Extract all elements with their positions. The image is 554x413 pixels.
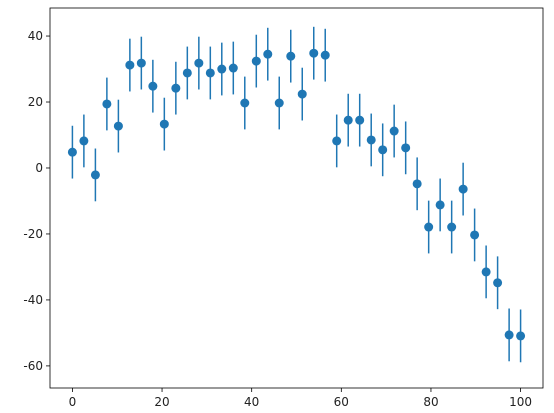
point bbox=[297, 89, 307, 99]
point bbox=[67, 147, 77, 157]
axes-frame bbox=[49, 7, 544, 389]
x-tick-label: 80 bbox=[423, 395, 438, 409]
point bbox=[343, 115, 353, 125]
y-tick-label: 20 bbox=[28, 95, 43, 109]
point bbox=[274, 98, 284, 108]
point bbox=[366, 135, 376, 145]
point bbox=[309, 48, 319, 58]
x-tick-label: 60 bbox=[334, 395, 349, 409]
point bbox=[217, 64, 227, 74]
point bbox=[458, 184, 468, 194]
point bbox=[286, 51, 296, 61]
point bbox=[493, 278, 503, 288]
point bbox=[125, 60, 135, 70]
point bbox=[90, 170, 100, 180]
point bbox=[102, 99, 112, 109]
point bbox=[171, 83, 181, 93]
point bbox=[516, 331, 526, 341]
point bbox=[136, 58, 146, 68]
point bbox=[435, 200, 445, 210]
point bbox=[159, 119, 169, 129]
point bbox=[424, 222, 434, 232]
x-tick-label: 100 bbox=[509, 395, 532, 409]
y-tick-label: -60 bbox=[23, 359, 43, 373]
point bbox=[113, 121, 123, 131]
y-tick-label: -20 bbox=[23, 227, 43, 241]
point bbox=[504, 330, 514, 340]
x-tick-label: 0 bbox=[69, 395, 77, 409]
y-tick-label: 40 bbox=[28, 29, 43, 43]
point bbox=[205, 68, 215, 78]
point bbox=[355, 115, 365, 125]
point bbox=[447, 222, 457, 232]
point bbox=[240, 98, 250, 108]
point bbox=[194, 58, 204, 68]
point bbox=[412, 179, 422, 189]
point bbox=[263, 49, 273, 59]
point bbox=[401, 143, 411, 153]
point bbox=[182, 68, 192, 78]
point bbox=[378, 145, 388, 155]
point bbox=[332, 136, 342, 146]
point bbox=[481, 267, 491, 277]
x-tick-label: 20 bbox=[154, 395, 169, 409]
y-tick-label: 0 bbox=[35, 161, 43, 175]
x-tick-label: 40 bbox=[244, 395, 259, 409]
point bbox=[251, 56, 261, 66]
y-tick-label: -40 bbox=[23, 293, 43, 307]
point bbox=[470, 230, 480, 240]
point bbox=[148, 81, 158, 91]
point bbox=[320, 50, 330, 60]
point bbox=[228, 63, 238, 73]
point bbox=[389, 126, 399, 136]
point bbox=[79, 136, 89, 146]
